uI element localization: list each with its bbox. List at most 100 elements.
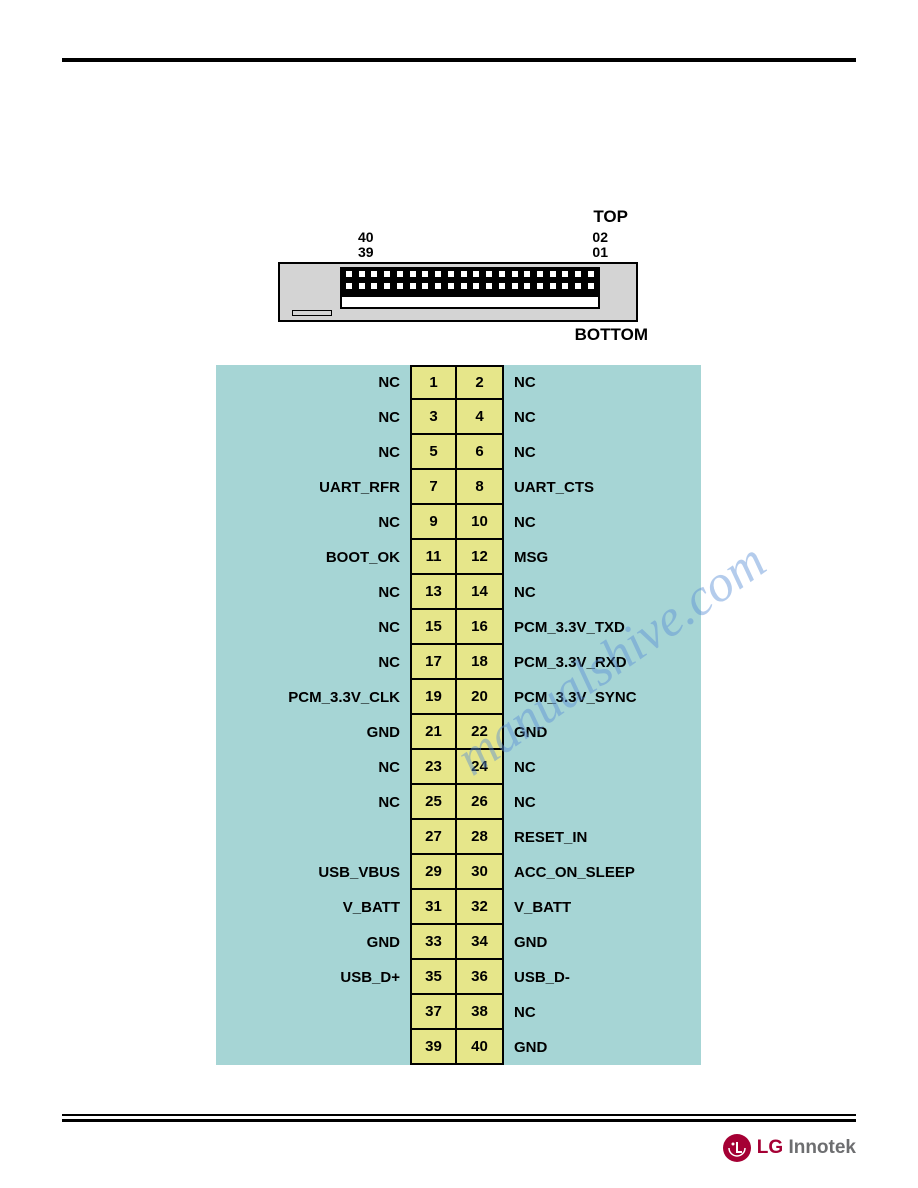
pinout-table: NC12NCNC34NCNC56NCUART_RFR78UART_CTSNC91… bbox=[216, 365, 701, 1065]
pin-number-cell: 33 bbox=[410, 925, 457, 960]
pin-number-cell: 39 bbox=[410, 1030, 457, 1065]
pin-dot bbox=[384, 283, 390, 289]
pin-row: NC2526NC bbox=[216, 785, 701, 820]
pin-row: NC1516PCM_3.3V_TXD bbox=[216, 610, 701, 645]
pin-right-label: RESET_IN bbox=[504, 820, 701, 855]
pin-row: NC2324NC bbox=[216, 750, 701, 785]
pin-row: 3738NC bbox=[216, 995, 701, 1030]
pin-dot bbox=[422, 271, 428, 277]
pin-left-label bbox=[216, 820, 410, 855]
pin-row: USB_VBUS2930ACC_ON_SLEEP bbox=[216, 855, 701, 890]
pin-dot bbox=[537, 271, 543, 277]
pin-number-cell: 10 bbox=[457, 505, 504, 540]
pin-number-cell: 17 bbox=[410, 645, 457, 680]
pin-dot bbox=[397, 283, 403, 289]
connector-notch bbox=[292, 310, 332, 316]
logo-brand: LG bbox=[757, 1137, 783, 1158]
pin-right-label: ACC_ON_SLEEP bbox=[504, 855, 701, 890]
pin-dot bbox=[499, 283, 505, 289]
connector-pin-row-top bbox=[346, 271, 594, 277]
pin-number-cell: 26 bbox=[457, 785, 504, 820]
pin-dot bbox=[486, 283, 492, 289]
pin-dot bbox=[550, 271, 556, 277]
pin-dot bbox=[371, 271, 377, 277]
pin-dot bbox=[410, 283, 416, 289]
pin-dot bbox=[346, 271, 352, 277]
connector-top-label: TOP bbox=[593, 207, 628, 227]
pin-left-label: V_BATT bbox=[216, 890, 410, 925]
pin-number-cell: 6 bbox=[457, 435, 504, 470]
pin-number-cell: 13 bbox=[410, 575, 457, 610]
pin-left-label: USB_D+ bbox=[216, 960, 410, 995]
logo: LG Innotek bbox=[723, 1134, 856, 1162]
pin-number-cell: 23 bbox=[410, 750, 457, 785]
pin-dot bbox=[588, 283, 594, 289]
logo-text: LG Innotek bbox=[757, 1137, 856, 1159]
pin-right-label: GND bbox=[504, 1030, 701, 1065]
pin-number-cell: 20 bbox=[457, 680, 504, 715]
logo-circle-icon bbox=[723, 1134, 751, 1162]
pin-right-label: NC bbox=[504, 505, 701, 540]
pin-left-label: NC bbox=[216, 610, 410, 645]
pin-right-label: NC bbox=[504, 750, 701, 785]
pin-dot bbox=[346, 283, 352, 289]
pin-number-cell: 35 bbox=[410, 960, 457, 995]
pin-left-label: BOOT_OK bbox=[216, 540, 410, 575]
pin-row: NC910NC bbox=[216, 505, 701, 540]
connector-pin-row-bottom bbox=[346, 283, 594, 289]
pin-left-label: NC bbox=[216, 400, 410, 435]
pin-row: V_BATT3132V_BATT bbox=[216, 890, 701, 925]
pin-left-label: GND bbox=[216, 925, 410, 960]
pin-number-cell: 37 bbox=[410, 995, 457, 1030]
pin-dot bbox=[473, 283, 479, 289]
pin-left-label: NC bbox=[216, 750, 410, 785]
pin-number-cell: 7 bbox=[410, 470, 457, 505]
pin-right-label: GND bbox=[504, 925, 701, 960]
pin-dot bbox=[435, 271, 441, 277]
pin-number-cell: 24 bbox=[457, 750, 504, 785]
pin-left-label bbox=[216, 1030, 410, 1065]
pin-number-cell: 40 bbox=[457, 1030, 504, 1065]
pin-right-label: NC bbox=[504, 400, 701, 435]
pin-number-cell: 31 bbox=[410, 890, 457, 925]
pin-number-cell: 3 bbox=[410, 400, 457, 435]
pin-left-label bbox=[216, 995, 410, 1030]
pin-right-label: GND bbox=[504, 715, 701, 750]
pin-row: NC1718PCM_3.3V_RXD bbox=[216, 645, 701, 680]
pin-dot bbox=[588, 271, 594, 277]
pin-right-label: USB_D- bbox=[504, 960, 701, 995]
pin-number-cell: 36 bbox=[457, 960, 504, 995]
pin-right-label: V_BATT bbox=[504, 890, 701, 925]
connector-pins-block bbox=[340, 267, 600, 295]
pin-left-label: NC bbox=[216, 505, 410, 540]
pin-left-label: PCM_3.3V_CLK bbox=[216, 680, 410, 715]
pin-right-label: PCM_3.3V_TXD bbox=[504, 610, 701, 645]
connector-diagram: TOP 40 39 02 01 BOTTOM bbox=[278, 207, 638, 347]
pin-right-label: PCM_3.3V_SYNC bbox=[504, 680, 701, 715]
pin-right-label: UART_CTS bbox=[504, 470, 701, 505]
connector-body bbox=[278, 262, 638, 322]
logo-face-icon bbox=[723, 1134, 751, 1162]
pin-number-cell: 11 bbox=[410, 540, 457, 575]
pin-right-label: NC bbox=[504, 365, 701, 400]
pin-row: NC34NC bbox=[216, 400, 701, 435]
page-border-bottom-1 bbox=[62, 1114, 856, 1116]
connector-pin-num-br: 01 bbox=[592, 244, 608, 260]
pin-dot bbox=[422, 283, 428, 289]
pin-number-cell: 32 bbox=[457, 890, 504, 925]
pin-number-cell: 30 bbox=[457, 855, 504, 890]
pin-dot bbox=[410, 271, 416, 277]
pin-row: BOOT_OK1112MSG bbox=[216, 540, 701, 575]
pin-number-cell: 15 bbox=[410, 610, 457, 645]
pin-row: USB_D+3536USB_D- bbox=[216, 960, 701, 995]
pin-row: NC56NC bbox=[216, 435, 701, 470]
pin-number-cell: 5 bbox=[410, 435, 457, 470]
page-border-top bbox=[62, 58, 856, 62]
pin-dot bbox=[359, 271, 365, 277]
pin-number-cell: 1 bbox=[410, 365, 457, 400]
pin-dot bbox=[371, 283, 377, 289]
pin-dot bbox=[562, 283, 568, 289]
pin-dot bbox=[512, 283, 518, 289]
pin-dot bbox=[461, 271, 467, 277]
connector-pin-num-tl: 40 bbox=[358, 229, 374, 245]
